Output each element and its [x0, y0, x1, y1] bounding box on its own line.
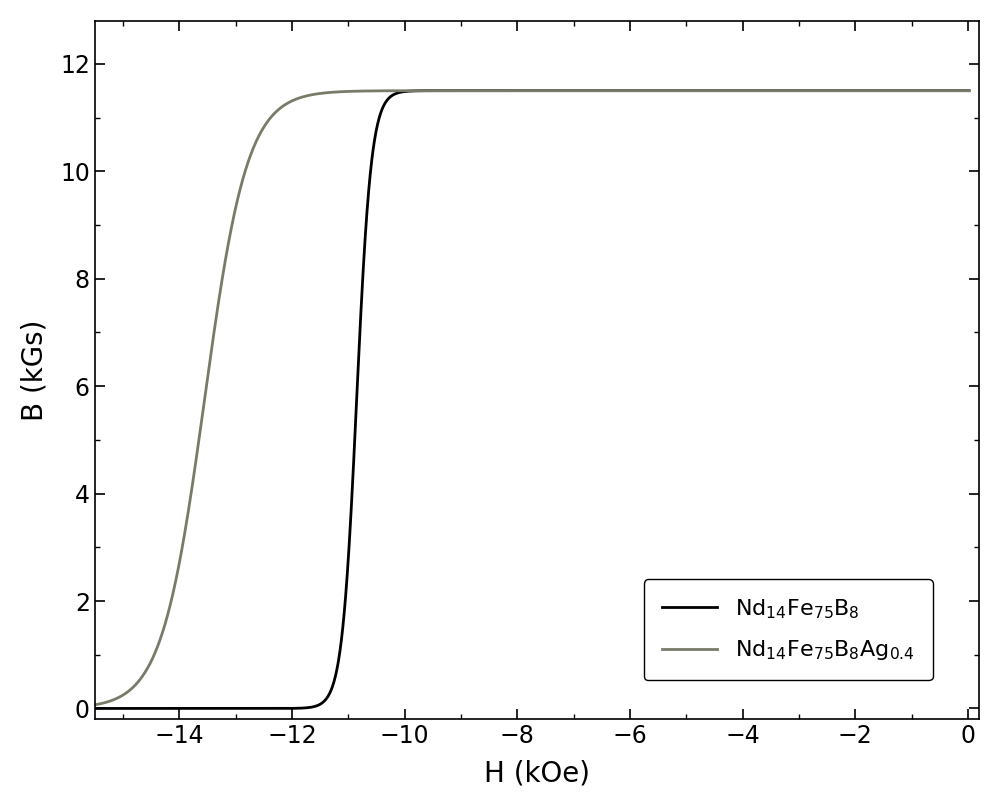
$\mathrm{Nd_{14}Fe_{75}B_8Ag_{0.4}}$ [424, 86, 436, 95]
$\mathrm{Nd_{14}Fe_{75}B_8}$ [462, 86, 474, 95]
Line: $\mathrm{Nd_{14}Fe_{75}B_8Ag_{0.4}}$: $\mathrm{Nd_{14}Fe_{75}B_8Ag_{0.4}}$ [95, 90, 969, 705]
$\mathrm{Nd_{14}Fe_{75}B_8}$ [963, 86, 975, 95]
Y-axis label: B (kGs): B (kGs) [21, 319, 49, 421]
$\mathrm{Nd_{14}Fe_{75}B_8Ag_{0.4}}$ [963, 86, 975, 95]
$\mathrm{Nd_{14}Fe_{75}B_8}$ [424, 86, 436, 95]
Legend: $\mathrm{Nd_{14}Fe_{75}B_8}$, $\mathrm{Nd_{14}Fe_{75}B_8Ag_{0.4}}$: $\mathrm{Nd_{14}Fe_{75}B_8}$, $\mathrm{N… [644, 579, 933, 680]
$\mathrm{Nd_{14}Fe_{75}B_8}$ [852, 86, 864, 95]
$\mathrm{Nd_{14}Fe_{75}B_8Ag_{0.4}}$ [89, 700, 101, 709]
Line: $\mathrm{Nd_{14}Fe_{75}B_8}$: $\mathrm{Nd_{14}Fe_{75}B_8}$ [95, 90, 969, 709]
$\mathrm{Nd_{14}Fe_{75}B_8}$ [946, 86, 958, 95]
$\mathrm{Nd_{14}Fe_{75}B_8Ag_{0.4}}$ [240, 162, 252, 172]
$\mathrm{Nd_{14}Fe_{75}B_8Ag_{0.4}}$ [946, 86, 958, 95]
$\mathrm{Nd_{14}Fe_{75}B_8}$ [240, 704, 252, 713]
$\mathrm{Nd_{14}Fe_{75}B_8}$ [89, 704, 101, 713]
$\mathrm{Nd_{14}Fe_{75}B_8Ag_{0.4}}$ [188, 466, 200, 476]
$\mathrm{Nd_{14}Fe_{75}B_8Ag_{0.4}}$ [462, 86, 474, 95]
X-axis label: H (kOe): H (kOe) [484, 760, 590, 787]
$\mathrm{Nd_{14}Fe_{75}B_8}$ [620, 86, 632, 95]
$\mathrm{Nd_{14}Fe_{75}B_8Ag_{0.4}}$ [852, 86, 864, 95]
$\mathrm{Nd_{14}Fe_{75}B_8}$ [188, 704, 200, 713]
$\mathrm{Nd_{14}Fe_{75}B_8Ag_{0.4}}$ [962, 86, 974, 95]
